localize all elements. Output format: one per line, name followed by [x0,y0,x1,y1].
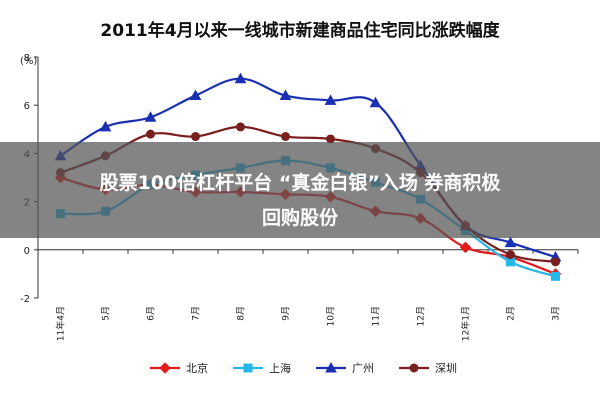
data-point [99,120,112,132]
y-tick-label: 8 [24,53,30,64]
overlay-text-line2: 回购股份 [262,206,339,229]
overlay-text-line1: 股票100倍杠杆平台 “真金白银”入场 券商积极 [100,171,502,194]
legend-item: 深圳 [399,362,457,375]
legend-label: 广州 [352,362,374,375]
data-point [459,241,472,254]
legend-marker [243,363,253,373]
legend-item: 上海 [233,361,291,375]
data-point [504,236,517,248]
y-tick-label: -2 [20,294,30,305]
x-tick-label: 11年4月 [55,306,67,341]
legend-item: 广州 [316,361,374,375]
x-tick-label: 12月 [416,306,427,326]
data-point [279,89,292,101]
legend-marker [409,363,419,373]
legend-label: 深圳 [435,362,457,375]
data-point [236,122,245,132]
data-point [146,129,155,139]
data-point [144,111,157,122]
data-point [551,257,560,267]
x-tick-label: 11月 [371,306,382,326]
overlay-banner: 股票100倍杠杆平台 “真金白银”入场 券商积极 回购股份 [0,142,600,238]
data-point [234,72,247,84]
x-tick-label: 3月 [551,306,562,321]
legend-marker [159,362,171,374]
x-tick-label: 6月 [146,306,157,321]
chart-title: 2011年4月以来一线城市新建商品住宅同比涨跌幅度 [100,20,500,41]
data-point [506,250,515,260]
data-point [324,94,337,105]
legend-label: 北京 [186,361,208,375]
x-tick-label: 2月 [506,306,517,321]
data-point [369,96,382,108]
y-tick-label: 6 [24,101,30,112]
data-point [191,132,200,142]
legend-marker [325,361,337,373]
legend: 北京 上海 广州 深圳 [150,361,457,375]
axes: -20246811年4月5月6月7月8月9月10月11月12月12年1月2月3月 [20,53,579,341]
legend-label: 上海 [269,361,291,375]
x-tick-label: 7月 [191,306,202,321]
data-point [189,89,202,101]
x-tick-label: 5月 [101,306,112,321]
x-tick-label: 12年1月 [460,306,472,341]
legend-item: 北京 [150,361,208,375]
y-axis-unit-label: (%) [20,56,37,67]
data-point [326,134,335,144]
data-point [551,271,560,281]
x-tick-label: 8月 [236,306,247,321]
x-tick-label: 10月 [326,306,337,326]
data-point [281,132,290,142]
x-tick-label: 9月 [281,306,292,321]
overlay-band [0,142,600,238]
y-tick-label: 0 [24,246,30,257]
